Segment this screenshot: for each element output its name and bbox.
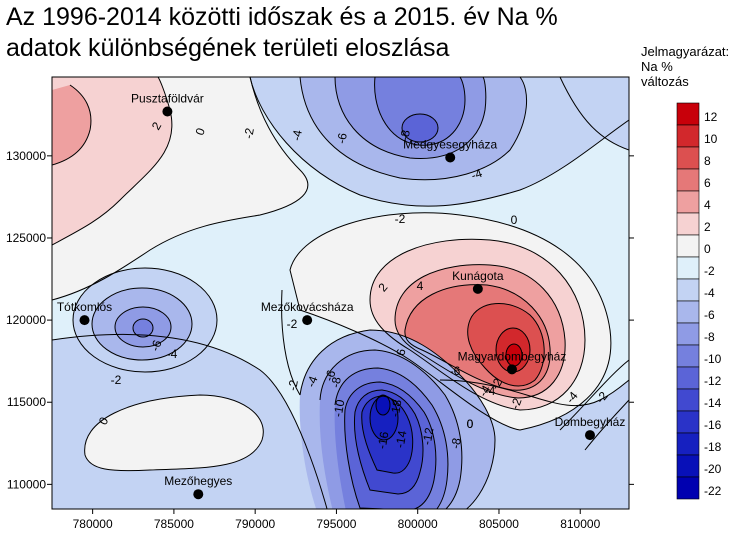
contour-value-label: 0 (193, 126, 209, 137)
contour-value-label: -4 (304, 374, 321, 389)
y-tick-label: 130000 (6, 149, 46, 163)
place-name-label: Pusztaföldvár (131, 91, 204, 105)
place-markers: Pusztaföldvár Medgyesegyháza Tótkomlós Mező… (57, 91, 626, 500)
place-marker (506, 364, 517, 375)
x-tick-label: 785000 (154, 517, 194, 531)
contour-value-label: -2 (287, 317, 298, 331)
x-tick-label: 790000 (235, 517, 275, 531)
contour-value-label: -8 (328, 376, 344, 389)
contour-value-label: -16 (375, 430, 392, 450)
place-marker (472, 283, 483, 294)
contour-value-label: -6 (148, 338, 165, 353)
place-marker (162, 106, 173, 117)
contour-value-label: 4 (417, 279, 424, 293)
contour-value-label: -2 (508, 396, 525, 411)
legend-title-line-2: Na % (641, 59, 673, 74)
place-name-label: Magyardombegyház (458, 349, 567, 363)
place-marker (584, 430, 595, 441)
contour-value-label: -14 (393, 429, 410, 449)
place-name-label: Mezőkovácsháza (261, 300, 354, 314)
place-marker (445, 152, 456, 163)
contour-value-label: 0 (467, 417, 474, 431)
x-tick-label: 780000 (73, 517, 113, 531)
contour-value-label: -2 (111, 373, 122, 387)
x-tick-label: 810000 (560, 517, 600, 531)
place-name-label: Dombegyház (555, 415, 626, 429)
place-marker (193, 489, 204, 500)
contour-value-label: -6 (322, 368, 339, 383)
map-title-line-2: adatok különbségének területi eloszlása (6, 34, 450, 62)
contour-value-label: -4 (469, 166, 484, 183)
legend-title: Jelmagyarázat: Na % változás (641, 44, 751, 89)
contour-lines (52, 77, 629, 509)
map-title-line-1: Az 1996-2014 közötti időszak és a 2015. … (6, 3, 558, 31)
contour-value-label: -4 (485, 384, 496, 398)
x-tick-label: 805000 (479, 517, 519, 531)
contour-value-label: 6 (394, 347, 409, 356)
place-name-label: Mezőhegyes (164, 474, 232, 488)
contour-value-label: 0 (467, 417, 474, 431)
place-marker (79, 315, 90, 326)
place-marker (302, 315, 313, 326)
legend-title-line-3: változás (641, 74, 689, 89)
contour-value-label: -8 (397, 129, 413, 142)
axis-ticks: 780000 785000 790000 795000 800000 805000 8100… (6, 149, 634, 531)
legend-title-line-1: Jelmagyarázat: (641, 44, 730, 59)
place-name-label: Kunágota (452, 269, 504, 283)
contour-value-label: -10 (331, 398, 348, 418)
contour-value-label: 0 (511, 213, 518, 227)
contour-value-label: -6 (334, 132, 350, 145)
contour-value-label: -2 (241, 127, 257, 140)
x-tick-label: 800000 (398, 517, 438, 531)
contour-value-label: -12 (420, 426, 437, 446)
place-name-label: Medgyesegyháza (403, 137, 497, 151)
x-tick-label: 795000 (316, 517, 356, 531)
contour-value-label: -4 (289, 129, 305, 142)
place-name-label: Tótkomlós (57, 300, 112, 314)
y-tick-label: 120000 (6, 313, 46, 327)
contour-value-label: -2 (395, 212, 406, 226)
contour-value-label: -18 (388, 398, 405, 418)
contour-value-label: -4 (167, 347, 178, 361)
contour-labels: 2 0 -2 -4 -6 -8-4-2 02 46-6-4-2 -2 -4 -6-20-2-4-8-… (96, 119, 611, 450)
plot-frame (51, 76, 630, 510)
map-title: Az 1996-2014 közötti időszak és a 2015. … (6, 2, 646, 64)
contour-value-label: -8 (448, 437, 464, 450)
contour-value-label: -2 (285, 379, 301, 392)
y-tick-label: 110000 (7, 477, 46, 491)
contour-value-label: -6 (450, 364, 461, 378)
y-tick-label: 125000 (6, 231, 46, 245)
y-tick-label: 115000 (7, 395, 46, 409)
